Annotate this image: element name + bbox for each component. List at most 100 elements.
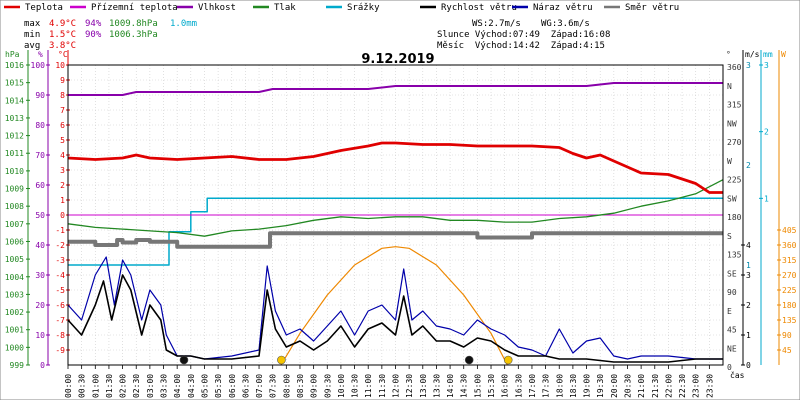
axis-pct-tick-label: 10 <box>35 331 45 340</box>
axis-temp-tick-label: -3 <box>55 256 65 265</box>
stats-max-press: 1009.8hPa <box>109 19 158 29</box>
x-tick-label: 18:30 <box>569 374 578 398</box>
legend-label: Tlak <box>274 3 296 13</box>
axis-w-tick-label: 270 <box>782 271 797 280</box>
marker-sunrise <box>277 355 286 365</box>
axis-dir-tick-label: 225 <box>727 176 742 185</box>
stats-max-label: max <box>24 19 41 29</box>
chart-title: 9.12.2019 <box>361 52 434 67</box>
series-teplota <box>67 141 723 194</box>
axis-pct-tick-label: 30 <box>35 271 45 280</box>
axes: 00:00 00:30 01:00 01:30 02:00 02:30 03:00 03:30… <box>5 50 797 398</box>
axis-temp-tick-label: 9 <box>60 76 65 85</box>
axis-hpa-tick-label: 1015 <box>5 79 24 88</box>
axis-mm-tick-label: 2 <box>764 128 769 137</box>
unit-pct: % <box>38 50 43 59</box>
axis-temp-tick-label: 5 <box>60 136 65 145</box>
x-tick-label: 21:30 <box>651 374 660 398</box>
axis-ms-lower-tick-label: 1 <box>746 331 751 340</box>
axis-pct-tick-label: 100 <box>31 61 46 70</box>
axis-dir-tick-label: 45 <box>727 326 737 335</box>
axis-hpa-tick-label: 1007 <box>5 220 24 229</box>
unit-degc: °C <box>58 50 68 59</box>
stats-min-temp: 1.5°C <box>49 30 76 40</box>
axis-hpa-tick-label: 1009 <box>5 185 24 194</box>
axis-temp-tick-label: -2 <box>55 241 65 250</box>
legend-label: Srážky <box>347 3 380 13</box>
axis-w-tick-label: 180 <box>782 301 797 310</box>
axis-temp-tick-label: 7 <box>60 106 65 115</box>
axis-hpa-tick-label: 1004 <box>5 273 24 282</box>
axis-temp-tick-label: 8 <box>60 91 65 100</box>
info-block: WS:2.7m/s WG:3.6m/s Slunce Východ:07:49 … <box>437 19 610 51</box>
x-tick-label: 20:30 <box>623 374 632 398</box>
info-moon: Měsíc Východ:14:42 Západ:4:15 <box>437 41 605 51</box>
plot-frame <box>67 64 724 366</box>
axis-temp-tick-label: 0 <box>60 211 65 220</box>
x-tick-label: 21:00 <box>637 374 646 398</box>
axis-mm-tick-label: 3 <box>764 61 769 70</box>
axis-w-tick-label: 315 <box>782 256 797 265</box>
legend-label: Směr větru <box>625 3 679 13</box>
x-tick-label: 16:30 <box>514 374 523 398</box>
x-tick-label: 17:30 <box>542 374 551 398</box>
axis-pct-tick-label: 50 <box>35 211 45 220</box>
legend-label: Náraz větru <box>533 3 593 13</box>
axis-pct-tick-label: 60 <box>35 181 45 190</box>
axis-dir-tick-label: 270 <box>727 138 742 147</box>
axis-temp-tick-label: -8 <box>55 331 65 340</box>
axis-dir-tick-label: NE <box>727 344 737 353</box>
x-tick-label: 11:00 <box>364 374 373 398</box>
axis-hpa-tick-label: 1010 <box>5 167 24 176</box>
x-tick-label: 05:30 <box>214 374 223 398</box>
axis-dir-tick-label: 0 <box>727 363 732 372</box>
unit-time: čas <box>730 370 745 380</box>
axis-hpa-tick-label: 1005 <box>5 255 24 264</box>
x-tick-label: 23:30 <box>705 374 714 398</box>
axis-temp-tick-label: 6 <box>60 121 65 130</box>
x-tick-label: 14:00 <box>446 374 455 398</box>
axis-temp-tick-label: -4 <box>55 271 65 280</box>
axis-dir-tick-label: W <box>727 157 732 166</box>
axis-hpa-tick-label: 1001 <box>5 326 24 335</box>
axis-hpa-tick-label: 1003 <box>5 290 24 299</box>
axis-hpa-tick-label: 1014 <box>5 96 24 105</box>
axis-dir-tick-label: 315 <box>727 101 742 110</box>
axis-ms-lower-tick-label: 4 <box>746 241 751 250</box>
x-tick-label: 01:00 <box>91 374 100 398</box>
series-slune-n-z-en- <box>280 246 508 366</box>
series-sm-r-v-tru <box>68 231 723 249</box>
x-tick-label: 09:30 <box>323 374 332 398</box>
x-tick-label: 01:30 <box>105 374 114 398</box>
x-tick-label: 10:30 <box>351 374 360 398</box>
x-tick-label: 16:00 <box>501 374 510 398</box>
axis-temp-tick-label: 1 <box>60 196 65 205</box>
x-tick-label: 11:30 <box>378 374 387 398</box>
axis-hpa-tick-label: 1008 <box>5 202 24 211</box>
axis-hpa-tick-label: 1006 <box>5 237 24 246</box>
axis-hpa-tick-label: 999 <box>10 361 25 370</box>
legend-label: Rychlost větru <box>441 3 517 13</box>
legend-label: Teplota <box>25 3 63 13</box>
stats-avg-label: avg <box>24 41 40 51</box>
unit-hpa: hPa <box>5 50 20 59</box>
unit-w: W <box>781 50 786 59</box>
x-tick-label: 05:00 <box>200 374 209 398</box>
x-tick-label: 03:00 <box>146 374 155 398</box>
axis-dir-tick-label: 135 <box>727 251 742 260</box>
stats-block: max 4.9°C 94% 1009.8hPa 1.0mm min 1.5°C … <box>24 19 197 51</box>
info-wg: WG:3.6m/s <box>541 19 590 29</box>
unit-deg: ° <box>726 50 731 59</box>
x-tick-label: 07:00 <box>255 374 264 398</box>
axis-dir-tick-label: S <box>727 232 732 241</box>
x-tick-label: 19:30 <box>596 374 605 398</box>
series-layer <box>67 82 724 366</box>
stats-avg-temp: 3.8°C <box>49 41 76 51</box>
markers-layer <box>179 355 513 365</box>
stats-max-hum: 94% <box>85 19 102 29</box>
axis-temp-tick-label: 4 <box>60 151 65 160</box>
axis-hpa-tick-label: 1000 <box>5 343 24 352</box>
axis-dir-tick-label: 180 <box>727 213 742 222</box>
x-tick-label: 04:00 <box>173 374 182 398</box>
stats-min-press: 1006.3hPa <box>109 30 158 40</box>
